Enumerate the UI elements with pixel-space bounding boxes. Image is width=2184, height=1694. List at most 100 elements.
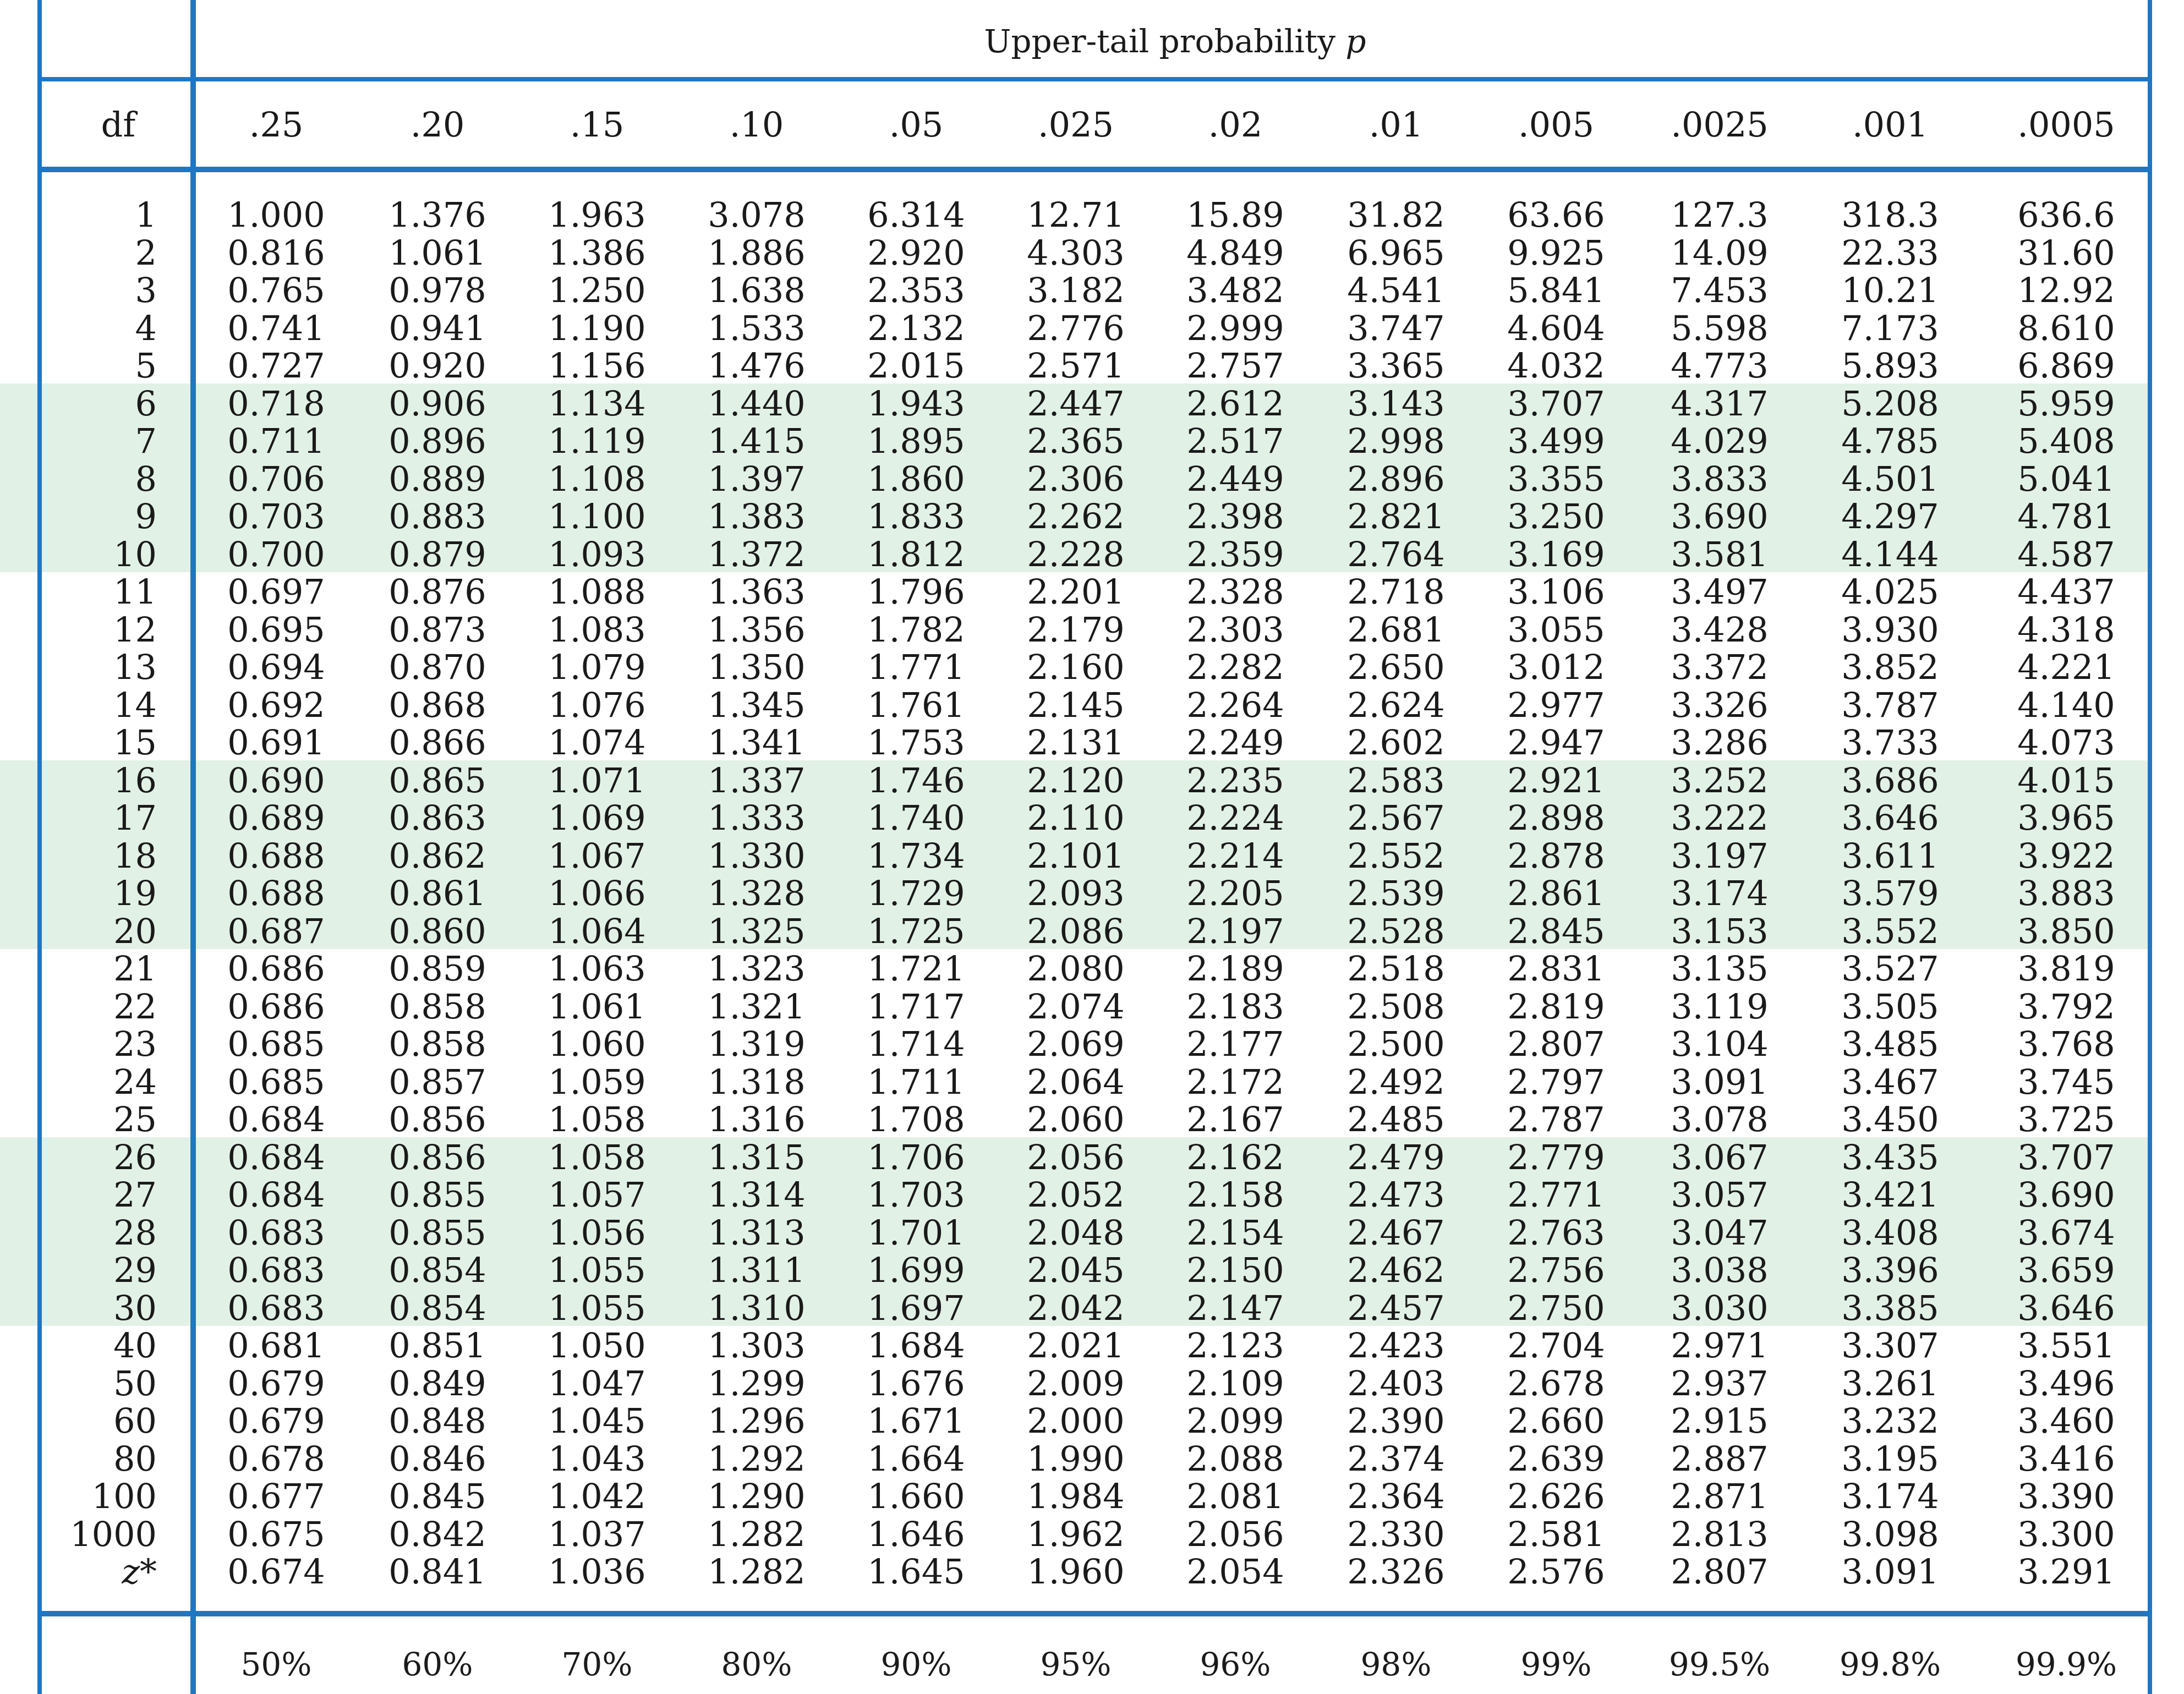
critical-value-cell: 1.376: [388, 195, 486, 235]
critical-value-cell: 0.842: [388, 1514, 486, 1554]
critical-value-cell: 2.045: [1027, 1250, 1125, 1290]
critical-value-cell: 2.306: [1027, 458, 1125, 499]
critical-value-cell: 2.947: [1507, 722, 1605, 763]
critical-value-cell: 1.057: [548, 1175, 646, 1215]
confidence-level-cell: 60%: [402, 1646, 473, 1683]
critical-value-cell: 0.686: [227, 986, 325, 1027]
critical-value-cell: 4.587: [2017, 534, 2115, 574]
critical-value-cell: 2.145: [1027, 684, 1125, 725]
critical-value-cell: 0.694: [227, 647, 325, 687]
critical-value-cell: 1.383: [708, 496, 806, 536]
critical-value-cell: 1.000: [227, 195, 325, 235]
critical-value-cell: 2.390: [1347, 1401, 1445, 1441]
critical-value-cell: 0.711: [227, 421, 325, 461]
critical-value-cell: 1.533: [708, 308, 806, 348]
critical-value-cell: 1.638: [708, 270, 806, 310]
critical-value-cell: 7.453: [1671, 270, 1769, 310]
critical-value-cell: 3.078: [708, 195, 806, 235]
critical-value-cell: 2.131: [1027, 722, 1125, 763]
critical-value-cell: 2.831: [1507, 949, 1605, 989]
critical-value-cell: 0.845: [388, 1476, 486, 1516]
critical-value-cell: 2.896: [1347, 458, 1445, 499]
critical-value-cell: 0.854: [388, 1287, 486, 1328]
critical-value-cell: 3.611: [1841, 835, 1939, 876]
critical-value-cell: 2.056: [1186, 1514, 1284, 1554]
critical-value-cell: 2.147: [1186, 1287, 1284, 1328]
critical-value-cell: 22.33: [1841, 232, 1939, 273]
critical-value-cell: 2.328: [1186, 572, 1284, 612]
critical-value-cell: 2.330: [1347, 1514, 1445, 1554]
critical-value-cell: 2.485: [1347, 1099, 1445, 1139]
critical-value-cell: 3.883: [2017, 873, 2115, 913]
critical-value-cell: 5.598: [1671, 308, 1769, 348]
critical-value-cell: 3.579: [1841, 873, 1939, 913]
critical-value-cell: 2.473: [1347, 1175, 1445, 1215]
critical-value-cell: 3.307: [1841, 1325, 1939, 1366]
critical-value-cell: 1.943: [867, 383, 965, 424]
df-cell: 13: [113, 647, 157, 687]
critical-value-cell: 3.078: [1671, 1099, 1769, 1139]
critical-value-cell: 4.303: [1027, 232, 1125, 273]
header-rule: [37, 167, 2152, 172]
critical-value-cell: 3.496: [2017, 1363, 2115, 1404]
critical-value-cell: 1.290: [708, 1476, 806, 1516]
df-cell: z*: [122, 1552, 157, 1592]
critical-value-cell: 0.863: [388, 798, 486, 838]
critical-value-cell: 3.195: [1841, 1438, 1939, 1479]
critical-value-cell: 3.552: [1841, 911, 1939, 951]
critical-value-cell: 2.000: [1027, 1401, 1125, 1441]
critical-value-cell: 1.671: [867, 1401, 965, 1441]
probability-header-cell: .10: [729, 105, 784, 145]
critical-value-cell: 2.500: [1347, 1024, 1445, 1064]
critical-value-cell: 3.355: [1507, 458, 1605, 499]
critical-value-cell: 1.734: [867, 835, 965, 876]
critical-value-cell: 31.60: [2017, 232, 2115, 273]
df-cell: 15: [113, 722, 157, 763]
critical-value-cell: 12.71: [1027, 195, 1125, 235]
df-cell: 11: [113, 572, 157, 612]
critical-value-cell: 2.567: [1347, 798, 1445, 838]
critical-value-cell: 2.583: [1347, 760, 1445, 801]
critical-value-cell: 10.21: [1841, 270, 1939, 310]
critical-value-cell: 3.421: [1841, 1175, 1939, 1215]
critical-value-cell: 1.697: [867, 1287, 965, 1328]
critical-value-cell: 1.363: [708, 572, 806, 612]
critical-value-cell: 1.321: [708, 986, 806, 1027]
critical-value-cell: 1.060: [548, 1024, 646, 1064]
table-left-border: [37, 0, 42, 1694]
critical-value-cell: 2.364: [1347, 1476, 1445, 1516]
critical-value-cell: 0.703: [227, 496, 325, 536]
critical-value-cell: 2.462: [1347, 1250, 1445, 1290]
critical-value-cell: 3.551: [2017, 1325, 2115, 1366]
critical-value-cell: 2.821: [1347, 496, 1445, 536]
critical-value-cell: 2.177: [1186, 1024, 1284, 1064]
critical-value-cell: 2.756: [1507, 1250, 1605, 1290]
critical-value-cell: 2.898: [1507, 798, 1605, 838]
critical-value-cell: 2.492: [1347, 1061, 1445, 1102]
probability-header-cell: .025: [1037, 105, 1114, 145]
critical-value-cell: 2.064: [1027, 1061, 1125, 1102]
critical-value-cell: 1.386: [548, 232, 646, 273]
critical-value-cell: 2.172: [1186, 1061, 1284, 1102]
critical-value-cell: 6.965: [1347, 232, 1445, 273]
critical-value-cell: 1.714: [867, 1024, 965, 1064]
critical-value-cell: 1.311: [708, 1250, 806, 1290]
critical-value-cell: 3.106: [1507, 572, 1605, 612]
df-cell: 18: [113, 835, 157, 876]
critical-value-cell: 2.069: [1027, 1024, 1125, 1064]
critical-value-cell: 5.959: [2017, 383, 2115, 424]
critical-value-cell: 3.482: [1186, 270, 1284, 310]
critical-value-cell: 2.624: [1347, 684, 1445, 725]
critical-value-cell: 3.326: [1671, 684, 1769, 725]
df-cell: 10: [113, 534, 157, 574]
critical-value-cell: 1.318: [708, 1061, 806, 1102]
critical-value-cell: 0.692: [227, 684, 325, 725]
critical-value-cell: 1.315: [708, 1137, 806, 1177]
critical-value-cell: 2.650: [1347, 647, 1445, 687]
critical-value-cell: 2.162: [1186, 1137, 1284, 1177]
critical-value-cell: 4.541: [1347, 270, 1445, 310]
critical-value-cell: 0.851: [388, 1325, 486, 1366]
critical-value-cell: 2.807: [1507, 1024, 1605, 1064]
critical-value-cell: 3.674: [2017, 1212, 2115, 1253]
critical-value-cell: 2.374: [1347, 1438, 1445, 1479]
